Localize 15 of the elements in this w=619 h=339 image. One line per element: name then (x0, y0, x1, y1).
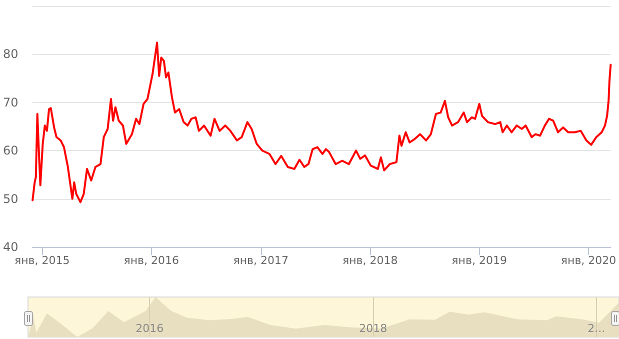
y-tick-label: 50 (2, 192, 18, 206)
x-tick-label: 2... (588, 322, 606, 335)
x-tick-label: янв, 2018 (342, 254, 398, 267)
y-tick-label: 40 (2, 240, 18, 254)
y-tick-label: 70 (2, 95, 18, 110)
x-tick-label: янв, 2020 (560, 254, 616, 267)
x-tick-label: янв, 2016 (124, 254, 179, 267)
y-tick-label: 60 (2, 144, 18, 158)
x-tick-label: 2018 (359, 322, 388, 335)
y-tick-label: 80 (2, 47, 18, 62)
line-series (32, 42, 612, 204)
x-tick-label: янв, 2015 (14, 254, 70, 267)
x-tick-label: 2016 (136, 322, 164, 335)
x-tick-label: янв, 2019 (452, 254, 507, 267)
x-tick-label: янв, 2017 (233, 254, 289, 267)
